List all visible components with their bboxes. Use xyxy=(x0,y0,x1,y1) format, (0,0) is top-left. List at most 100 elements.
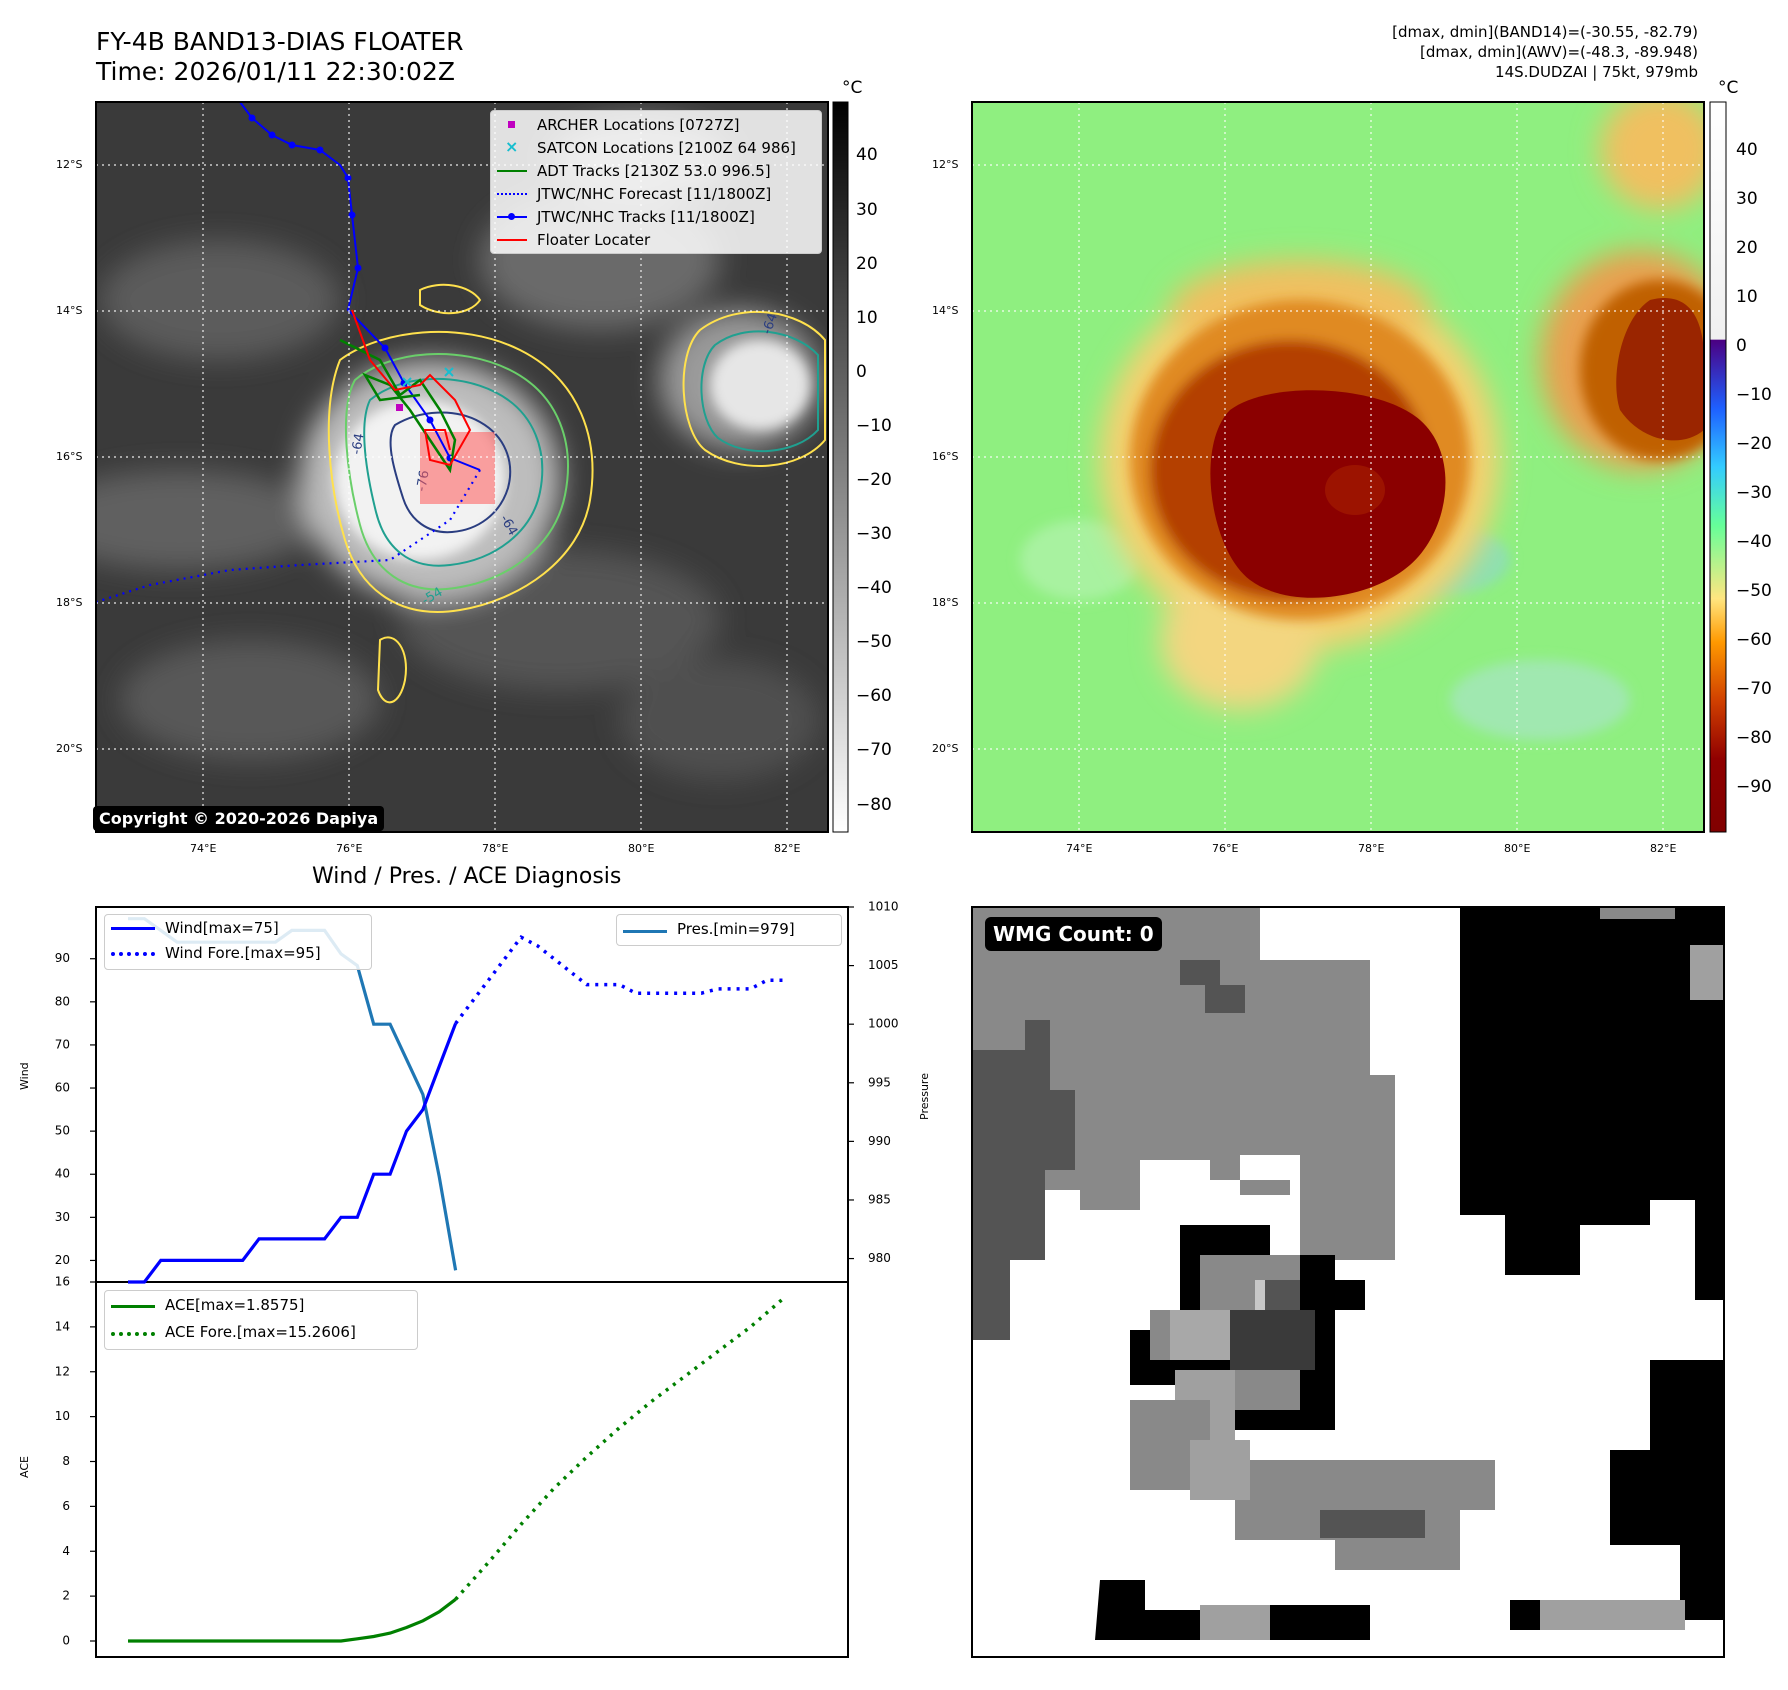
legend-item-jtwc-forecast: JTWC/NHC Forecast [11/1800Z] xyxy=(491,182,821,205)
ir-colorbar-tick: 40 xyxy=(856,145,878,165)
pressure-ytick-label: 1000 xyxy=(868,1017,899,1031)
lon-label: 80°E xyxy=(628,842,655,855)
ir-colorbar-unit: °C xyxy=(842,78,863,98)
awv-colorbar-tick: 30 xyxy=(1736,189,1758,209)
contour-label: -64 xyxy=(349,432,367,456)
legend-label: ADT Tracks [2130Z 53.0 996.5] xyxy=(537,161,771,180)
ir-colorbar xyxy=(832,101,849,833)
wind-ytick-label: 20 xyxy=(55,1253,70,1267)
ir-colorbar-tick: −10 xyxy=(856,416,892,436)
contour-label: -64 xyxy=(760,311,781,336)
legend-label: Wind Fore.[max=95] xyxy=(165,943,321,962)
awv-colorbar-tick: −40 xyxy=(1736,532,1772,552)
lat-label: 14°S xyxy=(932,304,959,317)
lon-label: 76°E xyxy=(1212,842,1239,855)
wind-ytick-label: 50 xyxy=(55,1124,70,1138)
ir-colorbar-tick: −80 xyxy=(856,795,892,815)
wind-ytick-label: 80 xyxy=(55,994,70,1008)
legend-label: Floater Locater xyxy=(537,230,651,249)
wind-ytick-label: 30 xyxy=(55,1210,70,1224)
ir-colorbar-tick: 10 xyxy=(856,308,878,328)
ir-colorbar-tick: −50 xyxy=(856,632,892,652)
lon-label: 76°E xyxy=(336,842,363,855)
awv-colorbar xyxy=(1709,101,1727,833)
lon-label: 74°E xyxy=(190,842,217,855)
awv-colorbar-tick: 0 xyxy=(1736,336,1747,356)
awv-gridlines xyxy=(972,102,1704,832)
lat-label: 20°S xyxy=(932,742,959,755)
pressure-ytick-label: 980 xyxy=(868,1251,891,1265)
wind-ytick-label: 60 xyxy=(55,1081,70,1095)
legend-item-ace: ACE[max=1.8575] xyxy=(105,1291,417,1318)
lat-label: 12°S xyxy=(932,158,959,171)
lon-label: 74°E xyxy=(1066,842,1093,855)
lon-label: 82°E xyxy=(774,842,801,855)
ir-colorbar-tick: −70 xyxy=(856,740,892,760)
chart-title: FY-4B BAND13-DIAS FLOATER xyxy=(96,27,464,56)
awv-colorbar-tick: −90 xyxy=(1736,777,1772,797)
lat-label: 20°S xyxy=(56,742,83,755)
legend-item-floater: Floater Locater xyxy=(491,228,821,251)
pressure-legend: Pres.[min=979] xyxy=(616,914,842,946)
legend-item-adt: ADT Tracks [2130Z 53.0 996.5] xyxy=(491,159,821,182)
diagnosis-title: Wind / Pres. / ACE Diagnosis xyxy=(312,864,622,889)
ir-colorbar-tick: −40 xyxy=(856,578,892,598)
pressure-ytick-label: 990 xyxy=(868,1134,891,1148)
awv-colorbar-tick: 40 xyxy=(1736,140,1758,160)
awv-image xyxy=(972,102,1704,832)
ir-colorbar-tick: 30 xyxy=(856,200,878,220)
ace-forecast-line xyxy=(454,1297,785,1601)
dmax-band14: [dmax, dmin](BAND14)=(-30.55, -82.79) xyxy=(1392,23,1698,41)
chart-time: Time: 2026/01/11 22:30:02Z xyxy=(96,57,455,86)
wmg-count-badge: WMG Count: 0 xyxy=(985,917,1162,951)
legend-item-wind-forecast: Wind Fore.[max=95] xyxy=(105,940,371,965)
jtwc-forecast xyxy=(96,469,481,604)
ir-legend: ARCHER Locations [0727Z] × SATCON Locati… xyxy=(490,110,822,254)
legend-label: SATCON Locations [2100Z 64 986] xyxy=(537,138,796,157)
ir-colorbar-tick: −60 xyxy=(856,686,892,706)
satcon-location xyxy=(402,367,454,387)
ace-ytick-label: 0 xyxy=(62,1634,70,1648)
awv-colorbar-tick: 20 xyxy=(1736,238,1758,258)
pressure-ytick-label: 995 xyxy=(868,1075,891,1089)
legend-item-satcon: × SATCON Locations [2100Z 64 986] xyxy=(505,137,796,157)
legend-label: JTWC/NHC Forecast [11/1800Z] xyxy=(537,184,772,203)
lon-label: 78°E xyxy=(482,842,509,855)
wind-ytick-label: 70 xyxy=(55,1037,70,1051)
lat-label: 16°S xyxy=(56,450,83,463)
legend-label: Wind[max=75] xyxy=(165,918,279,937)
awv-colorbar-tick: −70 xyxy=(1736,679,1772,699)
ir-map: -64 -76 -64 -54 -64 xyxy=(95,101,1727,833)
ace-line xyxy=(128,1598,457,1643)
wind-legend: Wind[max=75] Wind Fore.[max=95] xyxy=(104,914,372,970)
ace-ytick-label: 12 xyxy=(55,1364,70,1378)
awv-colorbar-tick: 10 xyxy=(1736,287,1758,307)
ir-colorbar-tick: 20 xyxy=(856,254,878,274)
awv-colorbar-tick: −50 xyxy=(1736,581,1772,601)
wind-line xyxy=(128,1022,458,1284)
legend-label: ACE[max=1.8575] xyxy=(165,1295,305,1314)
awv-colorbar-tick: −60 xyxy=(1736,630,1772,650)
ace-ytick-label: 8 xyxy=(62,1454,70,1468)
wind-ytick-label: 90 xyxy=(55,951,70,965)
lat-label: 14°S xyxy=(56,304,83,317)
pressure-ytick-label: 1005 xyxy=(868,958,899,972)
awv-colorbar-tick: −10 xyxy=(1736,385,1772,405)
wmg-image xyxy=(972,907,1724,1657)
legend-item-wind: Wind[max=75] xyxy=(105,915,371,940)
lon-label: 82°E xyxy=(1650,842,1677,855)
ace-ytick-label: 14 xyxy=(55,1319,70,1333)
ace-legend: ACE[max=1.8575] ACE Fore.[max=15.2606] xyxy=(104,1290,418,1350)
ir-colorbar-tick: −20 xyxy=(856,470,892,490)
awv-colorbar-tick: −20 xyxy=(1736,434,1772,454)
storm-info: 14S.DUDZAI | 75kt, 979mb xyxy=(1495,63,1698,81)
lat-label: 16°S xyxy=(932,450,959,463)
lon-label: 78°E xyxy=(1358,842,1385,855)
ir-colorbar-tick: 0 xyxy=(856,362,867,382)
awv-colorbar-tick: −30 xyxy=(1736,483,1772,503)
lat-label: 18°S xyxy=(56,596,83,609)
lat-label: 18°S xyxy=(932,596,959,609)
legend-item-jtwc-tracks: JTWC/NHC Tracks [11/1800Z] xyxy=(491,205,821,228)
